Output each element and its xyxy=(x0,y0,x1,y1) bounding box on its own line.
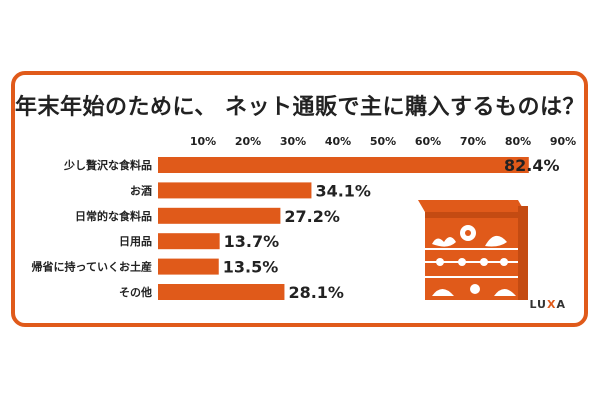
x-axis-ticks: 10% 20% 30% 40% 50% 60% 70% 80% 90% xyxy=(190,135,576,148)
value-label: 13.5% xyxy=(223,258,279,277)
value-labels: 82.4% 34.1% 27.2%13.7% 13.5% 28.1% xyxy=(223,156,560,302)
x-tick-label: 80% xyxy=(505,135,531,148)
category-label: 帰省に持っていくお土産 xyxy=(32,260,152,274)
jubako-lid xyxy=(418,200,525,218)
category-label: 少し贅沢な食料品 xyxy=(63,158,152,172)
bar xyxy=(158,258,219,275)
x-tick-label: 10% xyxy=(190,135,216,148)
bar xyxy=(158,233,220,250)
jubako-box-illustration xyxy=(418,200,528,300)
bar xyxy=(158,207,281,224)
x-tick-label: 20% xyxy=(235,135,261,148)
bar xyxy=(158,284,285,300)
x-tick-label: 30% xyxy=(280,135,306,148)
brand-accent: X xyxy=(547,298,557,311)
value-label: 28.1% xyxy=(288,283,344,302)
jubako-tier-bottom xyxy=(425,276,528,300)
bar xyxy=(158,157,529,173)
jubako-tier-top xyxy=(425,206,528,248)
x-tick-label: 70% xyxy=(460,135,486,148)
category-label: 日常的な食料品 xyxy=(75,209,152,223)
category-label: その他 xyxy=(119,285,152,299)
brand-suffix: A xyxy=(556,298,566,311)
x-tick-label: 40% xyxy=(325,135,351,148)
value-label: 27.2% xyxy=(284,207,340,226)
brand-prefix: LU xyxy=(529,298,547,311)
brand-logo: LUXA xyxy=(529,298,566,311)
category-label: お酒 xyxy=(130,184,152,197)
x-tick-label: 50% xyxy=(370,135,396,148)
value-label: 13.7% xyxy=(224,232,280,251)
bars xyxy=(158,157,529,300)
x-tick-label: 60% xyxy=(415,135,441,148)
chart-title: 年末年始のために、 ネット通販で主に購入するものは？ xyxy=(15,95,586,120)
jubako-tier-middle xyxy=(425,248,528,276)
category-label: 日用品 xyxy=(119,235,152,248)
value-label: 34.1% xyxy=(315,181,371,200)
chart-card: 年末年始のために、 ネット通販で主に購入するものは？ LUXA xyxy=(11,71,588,327)
x-tick-label: 90% xyxy=(550,135,576,148)
bar xyxy=(158,182,312,199)
value-label: 82.4% xyxy=(504,156,560,175)
